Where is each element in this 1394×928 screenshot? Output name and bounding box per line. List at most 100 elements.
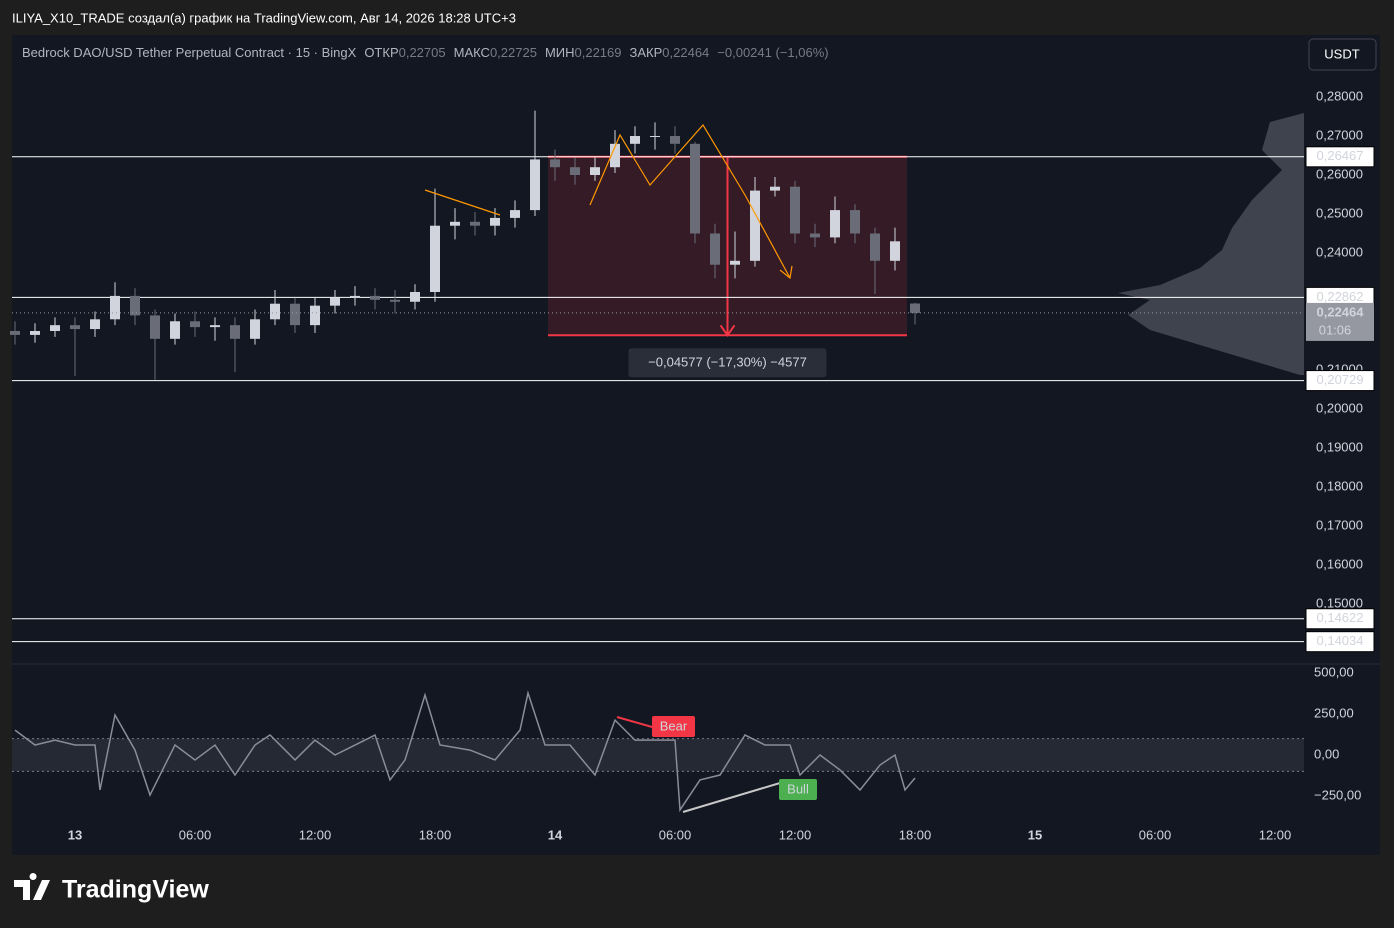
- candle-body: [590, 167, 600, 176]
- candle-body: [350, 295, 360, 298]
- candle-body: [670, 136, 680, 144]
- candle-body: [230, 325, 240, 339]
- currency[interactable]: USDT: [1324, 46, 1359, 61]
- drawings: [424, 123, 793, 280]
- oscillator-pane: Bear Bull: [12, 690, 1304, 813]
- legend-item: МИН: [545, 45, 575, 60]
- candle-body: [450, 221, 460, 226]
- candle-body: [210, 325, 220, 328]
- y-tick-label: 500,00: [1314, 664, 1354, 679]
- y-tick-label: 0,17000: [1316, 517, 1363, 532]
- level-tag: [1305, 631, 1375, 653]
- y-tick-label: 0,28000: [1316, 88, 1363, 103]
- y-tick-label: 0,15000: [1316, 595, 1363, 610]
- level-label: 0,14622: [1317, 610, 1364, 625]
- legend-item: 0,22169: [575, 45, 622, 60]
- brand: TradingView: [62, 876, 209, 904]
- signal-tag: [652, 716, 695, 737]
- candle-body: [110, 295, 120, 320]
- y-tick-label: 0,16000: [1316, 556, 1363, 571]
- y-tick-label: 0,26000: [1316, 166, 1363, 181]
- candle-body: [770, 186, 780, 191]
- y-tick-label: 250,00: [1314, 705, 1354, 720]
- candle-body: [10, 331, 20, 335]
- candle-body: [190, 321, 200, 328]
- legend-item: 0,22725: [490, 45, 537, 60]
- legend-item: МАКС: [454, 45, 490, 60]
- legend: Bedrock DAO/USD Tether Perpetual Contrac…: [22, 45, 829, 60]
- signal-tag: [779, 779, 817, 800]
- candle-body: [310, 305, 320, 326]
- candle-body: [170, 321, 180, 339]
- candle-body: [510, 210, 520, 218]
- x-tick-label: 12:00: [299, 827, 332, 842]
- candle-body: [150, 315, 160, 339]
- x-tick-label: 12:00: [779, 827, 812, 842]
- last-price-tag: [1306, 302, 1374, 341]
- candle-body: [530, 159, 540, 211]
- measure-label-box: [628, 348, 827, 378]
- candle-body: [330, 297, 340, 306]
- candle-body: [250, 319, 260, 339]
- oscillator-band: [12, 738, 1304, 772]
- candle-body: [30, 331, 40, 335]
- price-pane: −0,04577 (−17,30%) −4577: [10, 110, 1304, 643]
- x-tick-label: 14: [548, 827, 563, 842]
- candle-body: [470, 221, 480, 226]
- bear-divergence: [616, 716, 653, 728]
- y-tick-label: 0,19000: [1316, 439, 1363, 454]
- signal-label: Bear: [660, 718, 688, 733]
- measure-arrow-head: [719, 324, 736, 338]
- candle-body: [410, 292, 420, 302]
- legend-item: 0,22705: [399, 45, 446, 60]
- candle-body: [630, 136, 640, 144]
- legend-item: ОТКР: [364, 45, 398, 60]
- y-tick-label: 0,20000: [1316, 400, 1363, 415]
- y-tick-label: 0,18000: [1316, 478, 1363, 493]
- candle-body: [890, 241, 900, 261]
- oscillator-line: [14, 690, 916, 813]
- candle-body: [90, 319, 100, 330]
- countdown: 01:06: [1319, 322, 1352, 337]
- x-tick-label: 18:00: [419, 827, 452, 842]
- candle-body: [610, 143, 620, 168]
- candle-body: [830, 210, 840, 238]
- candle-body: [910, 303, 920, 313]
- wave-line: [589, 123, 791, 279]
- candle-body: [810, 233, 820, 238]
- legend-item: 0,22464: [662, 45, 709, 60]
- y-tick-label: 0,00: [1314, 746, 1339, 761]
- measure-label: −0,04577 (−17,30%) −4577: [648, 355, 807, 370]
- level-tag: [1305, 370, 1375, 392]
- level-label: 0,20729: [1317, 372, 1364, 387]
- candle-body: [550, 159, 560, 168]
- y-tick-label: −250,00: [1314, 787, 1361, 802]
- candle-body: [870, 233, 880, 261]
- y-tick-label: 0,25000: [1316, 205, 1363, 220]
- x-tick-label: 15: [1028, 827, 1042, 842]
- candle-body: [290, 303, 300, 326]
- candle-body: [50, 325, 60, 332]
- x-tick-label: 18:00: [899, 827, 932, 842]
- last-price-label: 0,22464: [1317, 304, 1365, 319]
- candle-body: [650, 136, 660, 138]
- signal-label: Bull: [787, 781, 809, 796]
- candle-body: [710, 233, 720, 265]
- currency-button[interactable]: [1308, 38, 1377, 71]
- candle-body: [370, 295, 380, 300]
- candle-body: [750, 190, 760, 261]
- candle-body: [850, 210, 860, 234]
- level-label: 0,22862: [1317, 289, 1364, 304]
- level-tag: [1305, 146, 1375, 168]
- legend-item: ЗАКР: [630, 45, 663, 60]
- candle-body: [270, 303, 280, 320]
- y-tick-label: 0,24000: [1316, 244, 1363, 259]
- level-label: 0,14034: [1317, 633, 1364, 648]
- trend-line: [424, 189, 501, 216]
- volume-profile: [1118, 113, 1304, 375]
- x-tick-label: 12:00: [1259, 827, 1292, 842]
- level-tag: [1305, 608, 1375, 630]
- legend-item: Bedrock DAO/USD Tether Perpetual Contrac…: [22, 45, 357, 60]
